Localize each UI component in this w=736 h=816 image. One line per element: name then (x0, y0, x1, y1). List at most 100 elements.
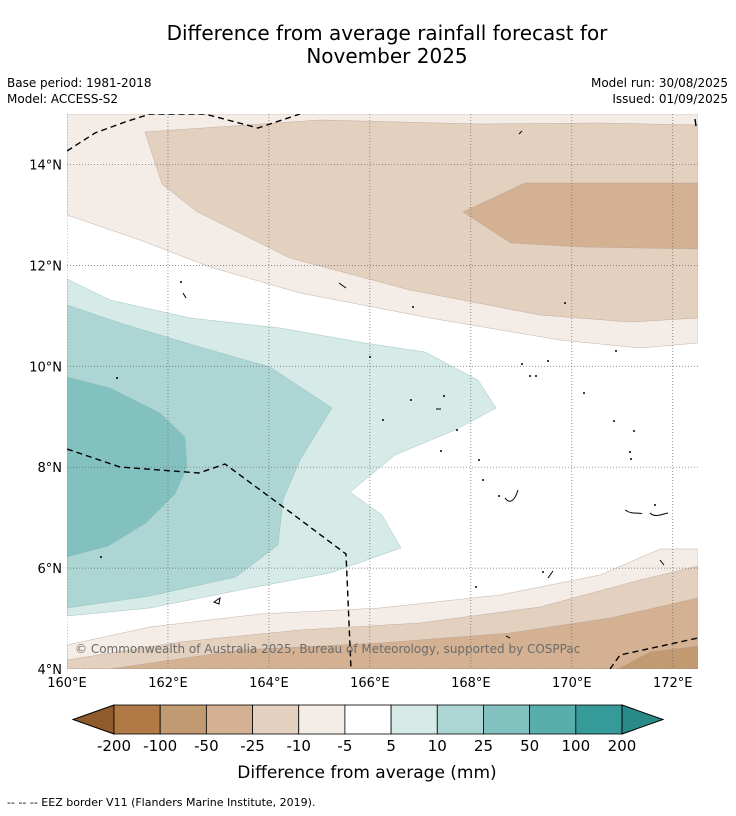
island-atoll-1 (624, 509, 669, 516)
colorbar-cell (575, 704, 623, 735)
lon-tick-label: 168°E (451, 676, 491, 691)
islands (182, 130, 669, 639)
island-dot (443, 395, 445, 397)
island-dot (564, 302, 566, 304)
island-atoll-2 (504, 489, 519, 502)
lat-tick-label: 6°N (38, 562, 63, 577)
dry-band-south-50 (617, 645, 698, 669)
colorbar-tick-label: 50 (520, 737, 539, 755)
colorbar-tick-label: -100 (143, 737, 177, 755)
island-dot (583, 392, 585, 394)
island-dot (615, 350, 617, 352)
colorbar-cell (390, 704, 438, 735)
island-dots (100, 281, 656, 588)
eez-footnote: -- -- -- EEZ border V11 (Flanders Marine… (7, 796, 316, 809)
title-line-2: November 2025 (306, 44, 468, 68)
colorbar-cell (205, 704, 253, 735)
colorbar-tick-label: -50 (194, 737, 219, 755)
island-dot (613, 420, 615, 422)
island-dot (412, 306, 414, 308)
island-dot (633, 430, 635, 432)
island-dot (482, 479, 484, 481)
colorbar-cell (298, 704, 346, 735)
wet-area-10 (67, 304, 333, 609)
lat-tick-label: 4°N (38, 663, 63, 678)
island-dot (475, 586, 477, 588)
title-line-1: Difference from average rainfall forecas… (166, 21, 608, 45)
map-plot-area: © Commonwealth of Australia 2025, Bureau… (67, 114, 698, 669)
island-dot (116, 377, 118, 379)
island-dot (535, 375, 537, 377)
dry-band-north-10 (144, 119, 698, 323)
colorbar-extend-high (621, 704, 665, 735)
island-dot (410, 399, 412, 401)
colorbar-tick-label: 5 (386, 737, 396, 755)
colorbar-tick-label: 100 (561, 737, 590, 755)
colorbar-cell (113, 704, 161, 735)
colorbar-labels: -200 -100 -50 -25 -10 -5 5 10 25 50 100 200 (97, 737, 636, 755)
island-dot (629, 451, 631, 453)
island-dot (498, 495, 500, 497)
colorbar-cell (483, 704, 531, 735)
model-run-text: Model run: 30/08/2025 (590, 76, 728, 90)
island-atoll-7 (182, 292, 187, 299)
colorbar-tick-label: 200 (608, 737, 637, 755)
dry-band-south-25 (109, 597, 698, 669)
colorbar-cell (436, 704, 484, 735)
island-dot (654, 504, 656, 506)
forecast-map: © Commonwealth of Australia 2025, Bureau… (29, 114, 698, 783)
colorbar-cell (344, 704, 392, 735)
lon-tick-label: 172°E (653, 676, 693, 691)
dry-band-north-25 (462, 182, 698, 250)
lat-tick-label: 8°N (38, 461, 63, 476)
island-dot (529, 375, 531, 377)
lat-tick-label: 14°N (29, 158, 62, 173)
lat-tick-label: 12°N (29, 259, 62, 274)
colorbar-tick-label: 25 (474, 737, 493, 755)
island-atoll-4 (212, 596, 221, 605)
island-dot (456, 429, 458, 431)
island-dot (382, 419, 384, 421)
lon-tick-label: 160°E (47, 676, 87, 691)
chart-title: Difference from average rainfall forecas… (0, 22, 736, 68)
island-dot (369, 356, 371, 358)
map-gridlines (67, 114, 698, 669)
island-dot (440, 450, 442, 452)
island-atoll-6 (338, 282, 347, 289)
colorbar-cell (252, 704, 300, 735)
colorbar-label: Difference from average (mm) (237, 763, 496, 783)
lon-tick-label: 170°E (552, 676, 592, 691)
copyright-text: © Commonwealth of Australia 2025, Bureau… (75, 642, 580, 656)
island-dot (180, 281, 182, 283)
island-dot (547, 360, 549, 362)
meta-left: Base period: 1981-2018 Model: ACCESS-S2 (7, 75, 152, 107)
island-dot (542, 571, 544, 573)
colorbar-cells (71, 704, 665, 735)
lat-tick-label: 10°N (29, 360, 62, 375)
lon-tick-label: 162°E (148, 676, 188, 691)
colorbar-tick-label: -200 (97, 737, 131, 755)
issued-text: Issued: 01/09/2025 (612, 92, 728, 106)
lon-tick-label: 164°E (249, 676, 289, 691)
island-dot (630, 458, 632, 460)
eez-border-south (67, 448, 352, 669)
eez-border-east (609, 637, 698, 669)
island-atoll-5 (659, 559, 665, 566)
base-period-text: Base period: 1981-2018 (7, 76, 152, 90)
colorbar-extend-low (71, 704, 115, 735)
island-dot (100, 556, 102, 558)
colorbar-tick-label: 10 (428, 737, 447, 755)
axis-tick-labels: 160°E 162°E 164°E 166°E 168°E 170°E 172°E 4°N 6°… (29, 158, 692, 691)
island-atoll-3 (547, 570, 554, 579)
colorbar-cell (529, 704, 577, 735)
island-dot (521, 363, 523, 365)
island-atoll-10 (505, 635, 511, 639)
colorbar-cell (159, 704, 207, 735)
island-dot (478, 459, 480, 461)
meta-right: Model run: 30/08/2025 Issued: 01/09/2025 (591, 75, 728, 107)
colorbar: -200 -100 -50 -25 -10 -5 5 10 25 50 100 200 Differe… (71, 704, 665, 783)
lon-tick-label: 166°E (350, 676, 390, 691)
eez-border-north (67, 114, 301, 152)
model-text: Model: ACCESS-S2 (7, 92, 119, 106)
eez-border-corner (694, 118, 697, 127)
